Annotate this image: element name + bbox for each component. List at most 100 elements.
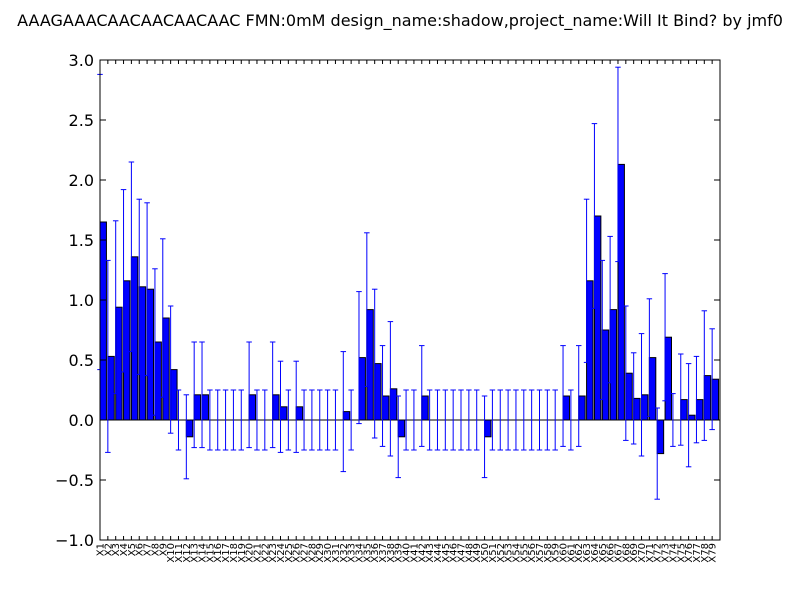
error-bar-x69 bbox=[630, 352, 637, 445]
x-tick-label: X25 bbox=[284, 543, 295, 563]
error-bar-x45 bbox=[442, 389, 449, 451]
bar-x38 bbox=[389, 388, 398, 421]
error-bar-x11 bbox=[175, 389, 182, 451]
y-tick-label: 2.5 bbox=[69, 111, 94, 130]
error-bar-x79 bbox=[709, 328, 715, 431]
x-tick-label: X77 bbox=[692, 543, 703, 563]
error-bar-x60 bbox=[560, 345, 566, 447]
error-bar-x77 bbox=[693, 355, 700, 444]
chart-title: AAAGAAACAACAACAACAAC FMN:0mM design_name… bbox=[17, 11, 783, 31]
bar-x37 bbox=[382, 395, 390, 421]
x-tick-label: X54 bbox=[511, 543, 522, 563]
error-bar-x5 bbox=[128, 161, 135, 353]
bar-x35 bbox=[366, 309, 374, 421]
error-bar-x42 bbox=[419, 345, 425, 447]
error-bar-x64 bbox=[591, 123, 598, 309]
x-tick-label: X41 bbox=[409, 543, 420, 563]
error-bar-x43 bbox=[426, 389, 433, 451]
bars-layer bbox=[99, 163, 720, 455]
error-bar-x25 bbox=[285, 389, 292, 451]
error-bar-x39 bbox=[395, 395, 401, 479]
x-tick-label: X22 bbox=[260, 543, 271, 563]
bar-x71 bbox=[648, 357, 657, 421]
bar-x69 bbox=[633, 397, 641, 421]
x-tick-label: X52 bbox=[496, 543, 507, 563]
bar-x10 bbox=[170, 369, 178, 421]
error-bar-x23 bbox=[269, 341, 276, 449]
x-tick-label: X65 bbox=[598, 543, 609, 563]
x-tick-label: X68 bbox=[621, 543, 632, 563]
x-tick-label: X49 bbox=[472, 543, 483, 563]
error-bar-x58 bbox=[544, 389, 551, 451]
error-bar-x37 bbox=[379, 345, 386, 447]
error-bar-x55 bbox=[521, 389, 527, 451]
error-bar-x27 bbox=[301, 389, 307, 451]
x-tick-label: X27 bbox=[300, 543, 311, 563]
error-bar-x2 bbox=[105, 259, 111, 453]
y-axis: −1.0 −0.5 0.0 0.5 1.0 1.5 2.0 2.5 3.0 bbox=[55, 51, 720, 550]
error-bar-x12 bbox=[183, 394, 190, 480]
bar-x7 bbox=[146, 288, 155, 421]
error-bar-x66 bbox=[607, 235, 613, 384]
x-tick-label: X57 bbox=[535, 543, 546, 563]
x-tick-label: X15 bbox=[205, 543, 216, 563]
bar-x20 bbox=[248, 394, 257, 421]
x-tick-label: X43 bbox=[425, 543, 436, 563]
bar-x73 bbox=[664, 336, 672, 421]
error-bar-x61 bbox=[568, 389, 574, 451]
bar-x78 bbox=[703, 375, 712, 421]
x-tick-label: X21 bbox=[252, 543, 263, 563]
x-tick-label: X72 bbox=[653, 543, 664, 563]
error-bar-x4 bbox=[120, 189, 127, 373]
y-tick-label: 1.0 bbox=[69, 291, 94, 310]
error-bar-x62 bbox=[575, 345, 582, 447]
bar-x2 bbox=[107, 355, 115, 421]
x-axis: X1X2X3X4X5X6X7X8X9X10X11X12X13X14X15X16X… bbox=[96, 60, 719, 563]
error-bar-x59 bbox=[552, 389, 558, 451]
error-bar-x7 bbox=[144, 202, 150, 377]
bar-x76 bbox=[688, 414, 696, 421]
x-tick-label: X56 bbox=[527, 543, 538, 563]
error-bar-x48 bbox=[466, 389, 472, 451]
x-tick-label: X9 bbox=[158, 543, 169, 556]
y-tick-label: 0.0 bbox=[69, 411, 94, 430]
error-bar-x49 bbox=[473, 389, 480, 451]
x-tick-label: X59 bbox=[551, 543, 562, 563]
x-tick-label: X34 bbox=[354, 543, 365, 563]
bar-x9 bbox=[162, 317, 170, 421]
error-bar-x26 bbox=[293, 360, 299, 453]
error-bar-x9 bbox=[160, 238, 166, 398]
x-tick-label: X76 bbox=[684, 543, 695, 563]
error-bar-x50 bbox=[481, 395, 488, 479]
bar-x50 bbox=[484, 419, 492, 438]
bar-x5 bbox=[130, 256, 139, 421]
error-bar-x35 bbox=[364, 232, 370, 387]
x-tick-label: X32 bbox=[339, 543, 350, 563]
x-tick-label: X20 bbox=[245, 543, 256, 563]
error-bar-x63 bbox=[583, 198, 590, 363]
error-bar-x34 bbox=[356, 291, 362, 425]
error-bar-x31 bbox=[332, 389, 339, 451]
bar-x13 bbox=[193, 394, 202, 421]
x-tick-label: X66 bbox=[606, 543, 617, 563]
x-tick-label: X12 bbox=[182, 543, 193, 563]
x-tick-label: X8 bbox=[150, 543, 161, 556]
x-tick-label: X10 bbox=[166, 543, 177, 563]
error-bar-x65 bbox=[599, 259, 606, 401]
x-tick-label: X46 bbox=[449, 543, 460, 563]
bar-x68 bbox=[625, 372, 633, 421]
error-bar-x19 bbox=[238, 389, 245, 451]
bar-x24 bbox=[280, 406, 288, 421]
error-bar-x18 bbox=[230, 389, 237, 451]
x-tick-label: X26 bbox=[292, 543, 303, 563]
error-bar-x21 bbox=[254, 389, 260, 451]
bar-x65 bbox=[601, 329, 610, 421]
x-tick-label: X37 bbox=[378, 543, 389, 563]
error-bar-x8 bbox=[152, 268, 158, 416]
x-tick-label: X47 bbox=[457, 543, 468, 563]
y-tick-label: 2.0 bbox=[69, 171, 94, 190]
bar-x72 bbox=[656, 419, 665, 455]
x-tick-label: X4 bbox=[119, 543, 130, 556]
bar-x23 bbox=[272, 394, 280, 421]
error-bar-x16 bbox=[214, 389, 221, 451]
